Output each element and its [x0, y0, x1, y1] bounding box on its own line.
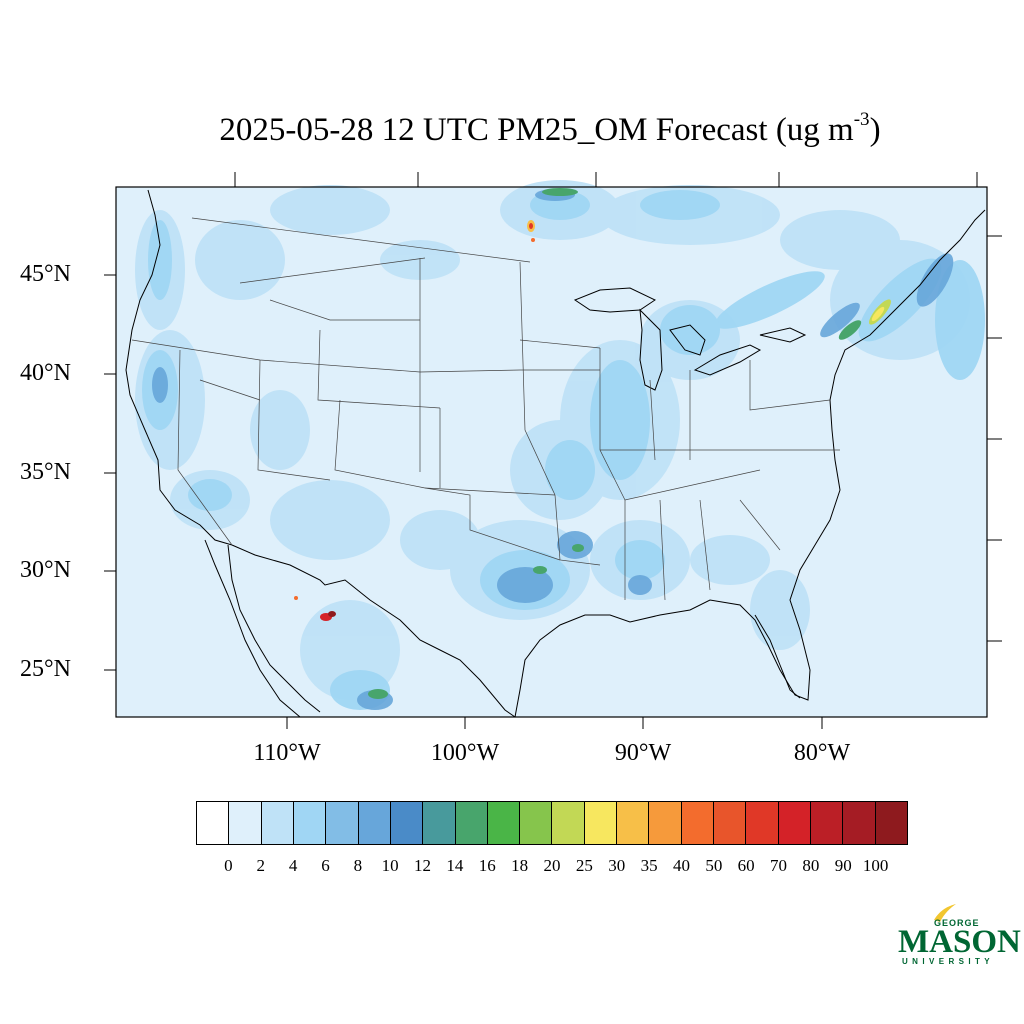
colorbar-bin [875, 802, 907, 844]
lon-label-100w: 100°W [430, 740, 500, 766]
colorbar-bin [455, 802, 488, 844]
state-boundaries [131, 217, 840, 601]
logo-university: UNIVERSITY [902, 957, 995, 966]
colorbar-label: 10 [381, 856, 399, 875]
logo-george: GEORGE [934, 918, 980, 928]
colorbar-label: 60 [737, 856, 755, 875]
colorbar-label: 14 [446, 856, 464, 875]
colorbar-label: 25 [575, 856, 593, 875]
logo-mason: MASON [898, 924, 1021, 960]
colorbar-bin [293, 802, 327, 844]
lon-label-80w: 80°W [793, 740, 851, 766]
colorbar-label: 18 [511, 856, 529, 875]
colorbar-label: 16 [478, 856, 496, 875]
gmu-logo [934, 904, 956, 922]
colorbar-label: 100 [862, 856, 889, 875]
axis-ticks [104, 172, 1002, 729]
plot-title-close: ) [869, 112, 881, 148]
colorbar-bin [649, 802, 682, 844]
colorbar-bin [552, 802, 585, 844]
colorbar-bin [423, 802, 456, 844]
colorbar [196, 801, 908, 845]
colorbar-bin [584, 802, 618, 844]
colorbar-label: 20 [543, 856, 561, 875]
colorbar-bin [617, 802, 650, 844]
colorbar-label: 90 [834, 856, 852, 875]
lat-label-45n: 45°N [20, 261, 71, 287]
plot-title-main: 2025-05-28 12 UTC PM25_OM Forecast (ug m [219, 112, 854, 148]
colorbar-label: 8 [353, 856, 363, 875]
colorbar-label: 30 [608, 856, 626, 875]
concentration-field [135, 180, 985, 710]
colorbar-bin [843, 802, 876, 844]
colorbar-label: 0 [224, 856, 233, 875]
colorbar-label: 12 [414, 856, 432, 875]
colorbar-label: 4 [288, 856, 298, 875]
colorbar-bin [746, 802, 779, 844]
colorbar-bin [810, 802, 844, 844]
map-frame [115, 186, 988, 718]
colorbar-bin [520, 802, 553, 844]
colorbar-label: 35 [640, 856, 658, 875]
coastline-outline [125, 189, 986, 718]
lat-label-40n: 40°N [20, 360, 71, 386]
colorbar-label: 2 [256, 856, 265, 875]
lon-label-90w: 90°W [614, 740, 672, 766]
colorbar-bin [358, 802, 391, 844]
plot-title-superscript: -3 [853, 109, 870, 130]
colorbar-bin [714, 802, 747, 844]
colorbar-label: 70 [770, 856, 788, 875]
colorbar-bin [487, 802, 521, 844]
colorbar-label: 40 [672, 856, 690, 875]
lat-label-25n: 25°N [20, 656, 71, 682]
colorbar-bin [229, 802, 262, 844]
plot-title: 2025-05-28 12 UTC PM25_OM Forecast (ug m… [0, 109, 1024, 149]
colorbar-bin [261, 802, 294, 844]
colorbar-bin [390, 802, 424, 844]
lon-label-110w: 110°W [253, 740, 321, 766]
lat-label-30n: 30°N [20, 557, 71, 583]
lat-label-35n: 35°N [20, 459, 71, 485]
colorbar-label: 6 [321, 856, 330, 875]
colorbar-label: 50 [705, 856, 723, 875]
colorbar-label: 80 [802, 856, 820, 875]
colorbar-bin [326, 802, 359, 844]
colorbar-bin [197, 802, 230, 844]
colorbar-bin [681, 802, 714, 844]
colorbar-bin [778, 802, 811, 844]
